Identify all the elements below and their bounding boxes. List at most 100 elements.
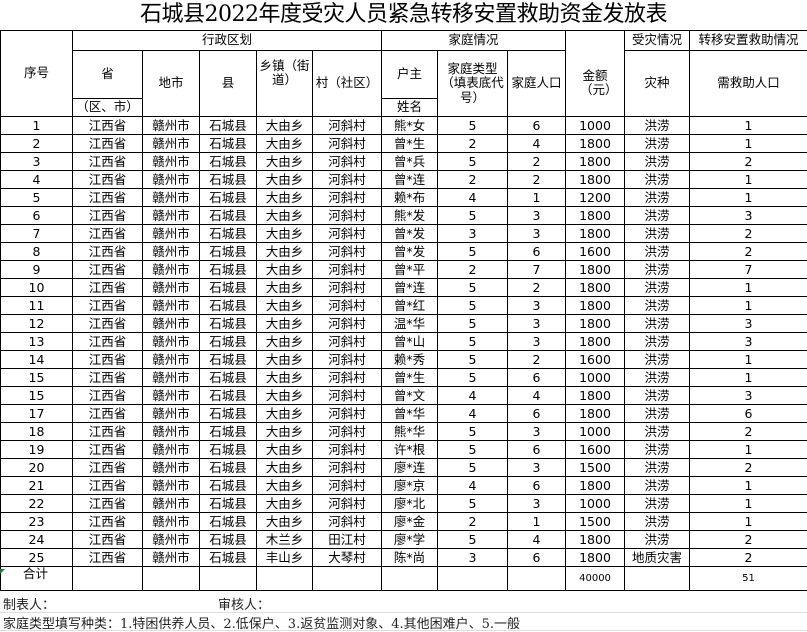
cell-household-head: 曾*生 xyxy=(382,369,438,387)
total-cell xyxy=(382,567,438,591)
cell-town: 大由乡 xyxy=(257,369,313,387)
cell-province: 江西省 xyxy=(73,351,143,369)
cell-province: 江西省 xyxy=(73,189,143,207)
family-type-note: 家庭类型填写种类：1.特困供养人员、2.低保户、3.返贫监测对象、4.其他困难户… xyxy=(3,613,520,632)
cell-relief-people: 1 xyxy=(690,441,807,459)
cell-town: 大由乡 xyxy=(257,225,313,243)
cell-province: 江西省 xyxy=(73,117,143,135)
header-household-head: 户主 xyxy=(382,51,438,99)
cell-village: 河斜村 xyxy=(313,207,382,225)
document-title: 石城县2022年度受灾人员紧急转移安置救助资金发放表 xyxy=(0,0,807,30)
cell-seq: 19 xyxy=(1,441,73,459)
cell-disaster-type: 洪涝 xyxy=(625,495,690,513)
cell-relief-people: 2 xyxy=(690,531,807,549)
cell-city: 赣州市 xyxy=(143,315,200,333)
total-cell xyxy=(625,567,690,591)
cell-province: 江西省 xyxy=(73,171,143,189)
cell-city: 赣州市 xyxy=(143,207,200,225)
cell-family-type: 2 xyxy=(438,135,508,153)
cell-relief-people: 2 xyxy=(690,243,807,261)
cell-village: 河斜村 xyxy=(313,315,382,333)
cell-household-head: 曾*华 xyxy=(382,405,438,423)
cell-seq: 6 xyxy=(1,207,73,225)
cell-seq: 8 xyxy=(1,243,73,261)
cell-town: 丰山乡 xyxy=(257,549,313,567)
cell-seq: 9 xyxy=(1,261,73,279)
cell-household-head: 廖*北 xyxy=(382,495,438,513)
cell-family-type: 5 xyxy=(438,243,508,261)
cell-amount: 1000 xyxy=(566,369,625,387)
cell-relief-people: 1 xyxy=(690,369,807,387)
cell-village: 河斜村 xyxy=(313,477,382,495)
cell-province: 江西省 xyxy=(73,459,143,477)
total-cell xyxy=(438,567,508,591)
cell-relief-people: 1 xyxy=(690,351,807,369)
cell-family-size: 6 xyxy=(508,549,566,567)
cell-county: 石城县 xyxy=(200,297,257,315)
cell-city: 赣州市 xyxy=(143,405,200,423)
cell-household-head: 熊*华 xyxy=(382,423,438,441)
cell-seq: 1 xyxy=(1,117,73,135)
cell-household-head: 熊*发 xyxy=(382,207,438,225)
cell-seq: 25 xyxy=(1,549,73,567)
cell-village: 河斜村 xyxy=(313,423,382,441)
cell-city: 赣州市 xyxy=(143,531,200,549)
cell-seq: 7 xyxy=(1,225,73,243)
cell-family-size: 6 xyxy=(508,441,566,459)
cell-city: 赣州市 xyxy=(143,387,200,405)
total-cell xyxy=(143,567,200,591)
header-disaster-info: 受灾情况 xyxy=(625,31,690,51)
cell-amount: 1800 xyxy=(566,405,625,423)
header-village: 村（社区） xyxy=(313,51,382,117)
cell-province: 江西省 xyxy=(73,279,143,297)
cell-relief-people: 1 xyxy=(690,117,807,135)
cell-city: 赣州市 xyxy=(143,423,200,441)
cell-province: 江西省 xyxy=(73,531,143,549)
cell-relief-people: 2 xyxy=(690,459,807,477)
header-province: 省 xyxy=(73,51,143,99)
cell-town: 大由乡 xyxy=(257,477,313,495)
cell-village: 河斜村 xyxy=(313,351,382,369)
cell-seq: 24 xyxy=(1,531,73,549)
cell-disaster-type: 洪涝 xyxy=(625,279,690,297)
cell-amount: 1600 xyxy=(566,243,625,261)
cell-village: 田江村 xyxy=(313,531,382,549)
cell-city: 赣州市 xyxy=(143,189,200,207)
cell-amount: 1800 xyxy=(566,279,625,297)
cell-town: 大由乡 xyxy=(257,315,313,333)
cell-province: 江西省 xyxy=(73,549,143,567)
cell-family-size: 3 xyxy=(508,297,566,315)
cell-county: 石城县 xyxy=(200,261,257,279)
cell-city: 赣州市 xyxy=(143,171,200,189)
cell-household-head: 曾*发 xyxy=(382,243,438,261)
cell-relief-people: 7 xyxy=(690,261,807,279)
cell-family-type: 3 xyxy=(438,225,508,243)
header-name: 姓名 xyxy=(382,99,438,117)
cell-province: 江西省 xyxy=(73,261,143,279)
cell-amount: 1500 xyxy=(566,513,625,531)
cell-county: 石城县 xyxy=(200,225,257,243)
cell-village: 河斜村 xyxy=(313,387,382,405)
cell-province: 江西省 xyxy=(73,243,143,261)
cell-relief-people: 2 xyxy=(690,153,807,171)
cell-household-head: 廖*连 xyxy=(382,459,438,477)
cell-family-size: 2 xyxy=(508,171,566,189)
cell-family-size: 6 xyxy=(508,243,566,261)
cell-town: 大由乡 xyxy=(257,333,313,351)
cell-county: 石城县 xyxy=(200,315,257,333)
cell-seq: 11 xyxy=(1,297,73,315)
cell-village: 河斜村 xyxy=(313,261,382,279)
cell-county: 石城县 xyxy=(200,513,257,531)
relief-fund-table: 序号 行政区划 家庭情况 受灾情况 转移安置救助情况 省 地市 县 乡镇（街道）… xyxy=(0,30,807,591)
cell-disaster-type: 洪涝 xyxy=(625,369,690,387)
cell-village: 河斜村 xyxy=(313,333,382,351)
cell-household-head: 陈*尚 xyxy=(382,549,438,567)
cell-family-type: 5 xyxy=(438,153,508,171)
cell-village: 河斜村 xyxy=(313,441,382,459)
